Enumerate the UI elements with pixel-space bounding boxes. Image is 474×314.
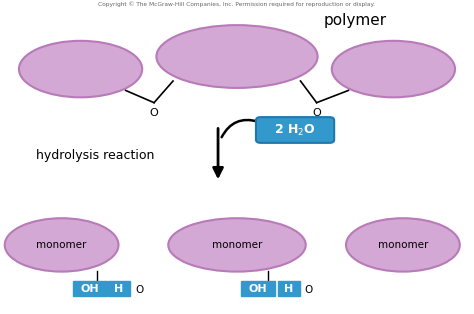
Text: hydrolysis reaction: hydrolysis reaction bbox=[36, 149, 154, 162]
Text: H: H bbox=[114, 284, 124, 294]
Ellipse shape bbox=[346, 218, 460, 272]
Text: monomer: monomer bbox=[212, 240, 262, 250]
Text: polymer: polymer bbox=[324, 13, 387, 28]
Text: monomer: monomer bbox=[378, 240, 428, 250]
Ellipse shape bbox=[168, 218, 306, 272]
FancyBboxPatch shape bbox=[278, 281, 300, 296]
Ellipse shape bbox=[5, 218, 118, 272]
Text: 2 H$_2$O: 2 H$_2$O bbox=[274, 122, 316, 138]
Text: O: O bbox=[150, 108, 158, 118]
Ellipse shape bbox=[156, 25, 318, 88]
FancyBboxPatch shape bbox=[108, 281, 130, 296]
Text: O: O bbox=[305, 285, 313, 295]
Text: H: H bbox=[284, 284, 293, 294]
Text: OH: OH bbox=[248, 284, 267, 294]
Text: Copyright © The McGraw-Hill Companies, Inc. Permission required for reproduction: Copyright © The McGraw-Hill Companies, I… bbox=[99, 2, 375, 7]
FancyBboxPatch shape bbox=[241, 281, 275, 296]
Text: O: O bbox=[312, 108, 321, 118]
FancyBboxPatch shape bbox=[73, 281, 107, 296]
Text: monomer: monomer bbox=[36, 240, 87, 250]
Ellipse shape bbox=[19, 41, 142, 97]
Text: O: O bbox=[135, 285, 143, 295]
Ellipse shape bbox=[332, 41, 455, 97]
Text: OH: OH bbox=[80, 284, 99, 294]
FancyBboxPatch shape bbox=[256, 117, 334, 143]
